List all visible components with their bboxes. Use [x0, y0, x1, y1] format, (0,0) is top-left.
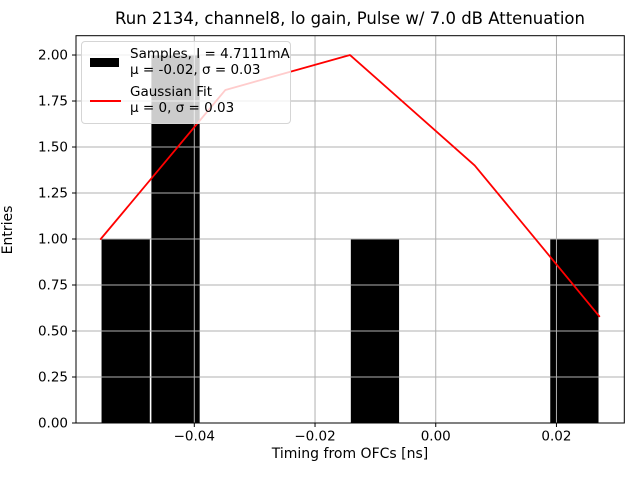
y-tick-label: 0.75 — [38, 278, 68, 294]
x-tick-label: −0.04 — [174, 429, 215, 445]
y-tick-label: 0.50 — [38, 324, 68, 340]
y-tick-label: 1.50 — [38, 140, 68, 156]
y-tick-label: 2.00 — [38, 48, 68, 64]
chart-title: Run 2134, channel8, lo gain, Pulse w/ 7.… — [115, 9, 585, 28]
y-tick-label: 0.25 — [38, 370, 68, 386]
samples-swatch-icon — [90, 58, 121, 67]
gaussian-fit-swatch-icon — [90, 99, 121, 102]
axes-spines — [75, 35, 625, 424]
samples-stats: μ = -0.02, σ = 0.03 — [130, 61, 261, 78]
y-tick-label: 1.25 — [38, 186, 68, 202]
legend-entry-samples: Samples, I = 4.7111mA μ = -0.02, σ = 0.0… — [90, 46, 290, 78]
y-tick-label: 1.00 — [38, 232, 68, 248]
x-tick-label: 0.00 — [421, 429, 451, 445]
gaussian-fit-label: Gaussian Fit — [130, 84, 213, 100]
x-axis-label: Timing from OFCs [ns] — [271, 446, 429, 462]
gaussian-fit-line — [99, 54, 601, 318]
x-tick-label: 0.02 — [541, 429, 571, 445]
y-tick-label: 0.00 — [38, 416, 68, 432]
x-tick-label: −0.02 — [294, 429, 335, 445]
gaussian-fit-stats: μ = 0, σ = 0.03 — [130, 99, 235, 116]
legend-entry-fit: Gaussian Fit μ = 0, σ = 0.03 — [90, 84, 282, 116]
legend: Samples, I = 4.7111mA μ = -0.02, σ = 0.0… — [81, 41, 291, 124]
samples-label: Samples, I = 4.7111mA — [130, 46, 290, 62]
y-tick-label: 1.75 — [38, 94, 68, 110]
